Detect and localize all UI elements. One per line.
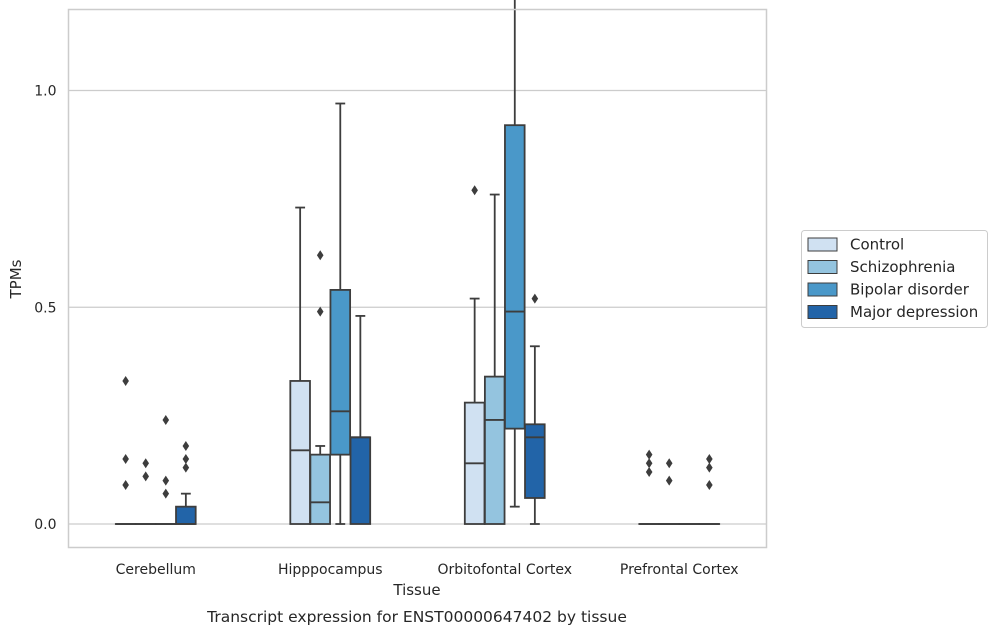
- outlier-point: [162, 488, 170, 499]
- legend: Control Schizophrenia Bipolar disorder Majo…: [801, 230, 988, 328]
- box-body: [289, 380, 311, 525]
- box-major-depression: [349, 315, 372, 525]
- x-tick-label: Hipppocampus: [278, 562, 383, 578]
- box-body: [483, 375, 506, 525]
- y-tick-labels: 0.00.51.01.52.0: [34, 84, 56, 534]
- legend-label: Bipolar disorder: [850, 281, 970, 299]
- box-schizophrenia: [134, 458, 157, 525]
- outlier-point: [182, 453, 190, 464]
- outlier-point: [182, 440, 190, 451]
- legend-swatch: [807, 260, 838, 274]
- box-body: [524, 423, 546, 499]
- box-body: [309, 453, 331, 525]
- y-axis-label: TPMs: [7, 259, 25, 299]
- legend-swatch: [807, 282, 838, 297]
- box-schizophrenia: [309, 250, 331, 525]
- box-control: [289, 206, 311, 525]
- x-tick-labels: Cerebellum Hipppocampus Orbitofontal Corte…: [116, 562, 739, 578]
- box-major-depression: [524, 293, 546, 525]
- legend-label: Control: [850, 236, 904, 254]
- legend-label: Schizophrenia: [850, 258, 955, 276]
- outlier-point: [706, 462, 713, 473]
- box-control: [463, 185, 486, 525]
- outlier-point: [471, 185, 478, 196]
- legend-frame: [801, 230, 988, 328]
- outlier-point: [142, 458, 150, 469]
- box-bipolar-disorder: [504, 0, 526, 508]
- y-tick-label: 0.0: [34, 517, 56, 533]
- outlier-point: [122, 375, 129, 386]
- outlier-point: [142, 471, 150, 482]
- box-body: [504, 124, 526, 430]
- boxes-layer: [114, 0, 721, 525]
- x-tick-label: Orbitofontal Cortex: [437, 562, 572, 578]
- outlier-point: [122, 453, 129, 464]
- outlier-point: [706, 453, 713, 464]
- box-major-depression: [698, 453, 721, 525]
- legend-swatch: [807, 305, 838, 319]
- outlier-point: [665, 458, 673, 469]
- outlier-point: [162, 414, 170, 425]
- outlier-point: [182, 462, 190, 473]
- legend-label: Major depression: [850, 303, 978, 321]
- box-body: [175, 505, 197, 525]
- box-body: [349, 436, 372, 525]
- outlier-point: [645, 458, 653, 469]
- box-schizophrenia: [483, 193, 506, 525]
- outlier-point: [162, 475, 170, 486]
- box-control: [114, 375, 137, 525]
- chart-caption: Transcript expression for ENST0000064740…: [206, 608, 627, 626]
- outlier-point: [316, 306, 324, 317]
- x-tick-label: Cerebellum: [116, 562, 196, 578]
- outlier-point: [645, 466, 653, 477]
- box-schizophrenia: [658, 458, 680, 525]
- outlier-point: [645, 449, 653, 460]
- y-tick-label: 0.5: [34, 300, 56, 316]
- box-major-depression: [175, 440, 197, 525]
- legend-swatch: [807, 237, 838, 252]
- outlier-point: [665, 475, 673, 486]
- outlier-point: [122, 479, 129, 490]
- plot-frame: [67, 8, 768, 549]
- outlier-point: [316, 250, 324, 261]
- x-axis-label: Tissue: [392, 581, 440, 599]
- y-tick-label: 1.0: [34, 84, 56, 100]
- x-tick-label: Prefrontal Cortex: [620, 562, 739, 578]
- box-control: [638, 449, 660, 525]
- box-bipolar-disorder: [329, 102, 352, 525]
- box-body: [329, 289, 352, 456]
- outlier-point: [531, 293, 539, 304]
- outlier-point: [706, 479, 713, 490]
